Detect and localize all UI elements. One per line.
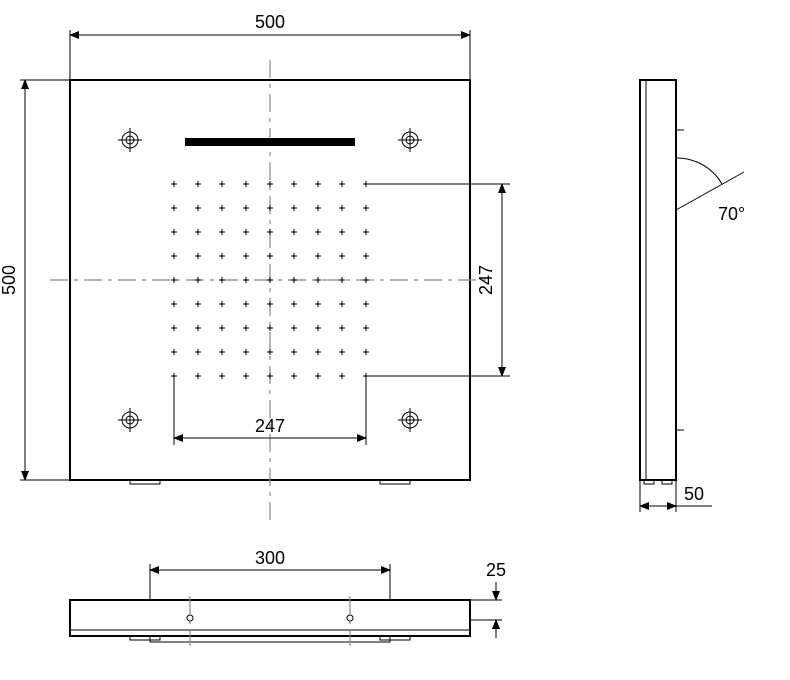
dim-247h-label: 247 [255,416,285,436]
corner-screw-tr [398,128,422,152]
front-view: 500 500 247 247 [0,12,510,520]
dim-25-label: 25 [486,560,506,580]
corner-screw-tl [118,128,142,152]
dim-50: 50 [640,480,712,512]
corner-screw-br [398,408,422,432]
dim-247v-label: 247 [476,265,496,295]
bottom-view: 300 25 [70,548,506,646]
corner-screw-bl [118,408,142,432]
slot-bar [185,138,355,146]
angle-70: 70° [676,130,745,224]
dim-25: 25 [470,560,506,638]
side-view: 70° 50 [640,80,745,512]
bottom-screw-r [347,596,353,646]
angle-label: 70° [718,204,745,224]
drawing: 500 500 247 247 70° 50 [0,0,790,680]
bottom-screw-l [187,596,193,646]
dim-300-label: 300 [255,548,285,568]
nozzle-grid [171,181,369,379]
dim-left-label: 500 [0,265,19,295]
dim-50-label: 50 [684,484,704,504]
dim-300: 300 [150,548,390,600]
dim-top-label: 500 [255,12,285,32]
